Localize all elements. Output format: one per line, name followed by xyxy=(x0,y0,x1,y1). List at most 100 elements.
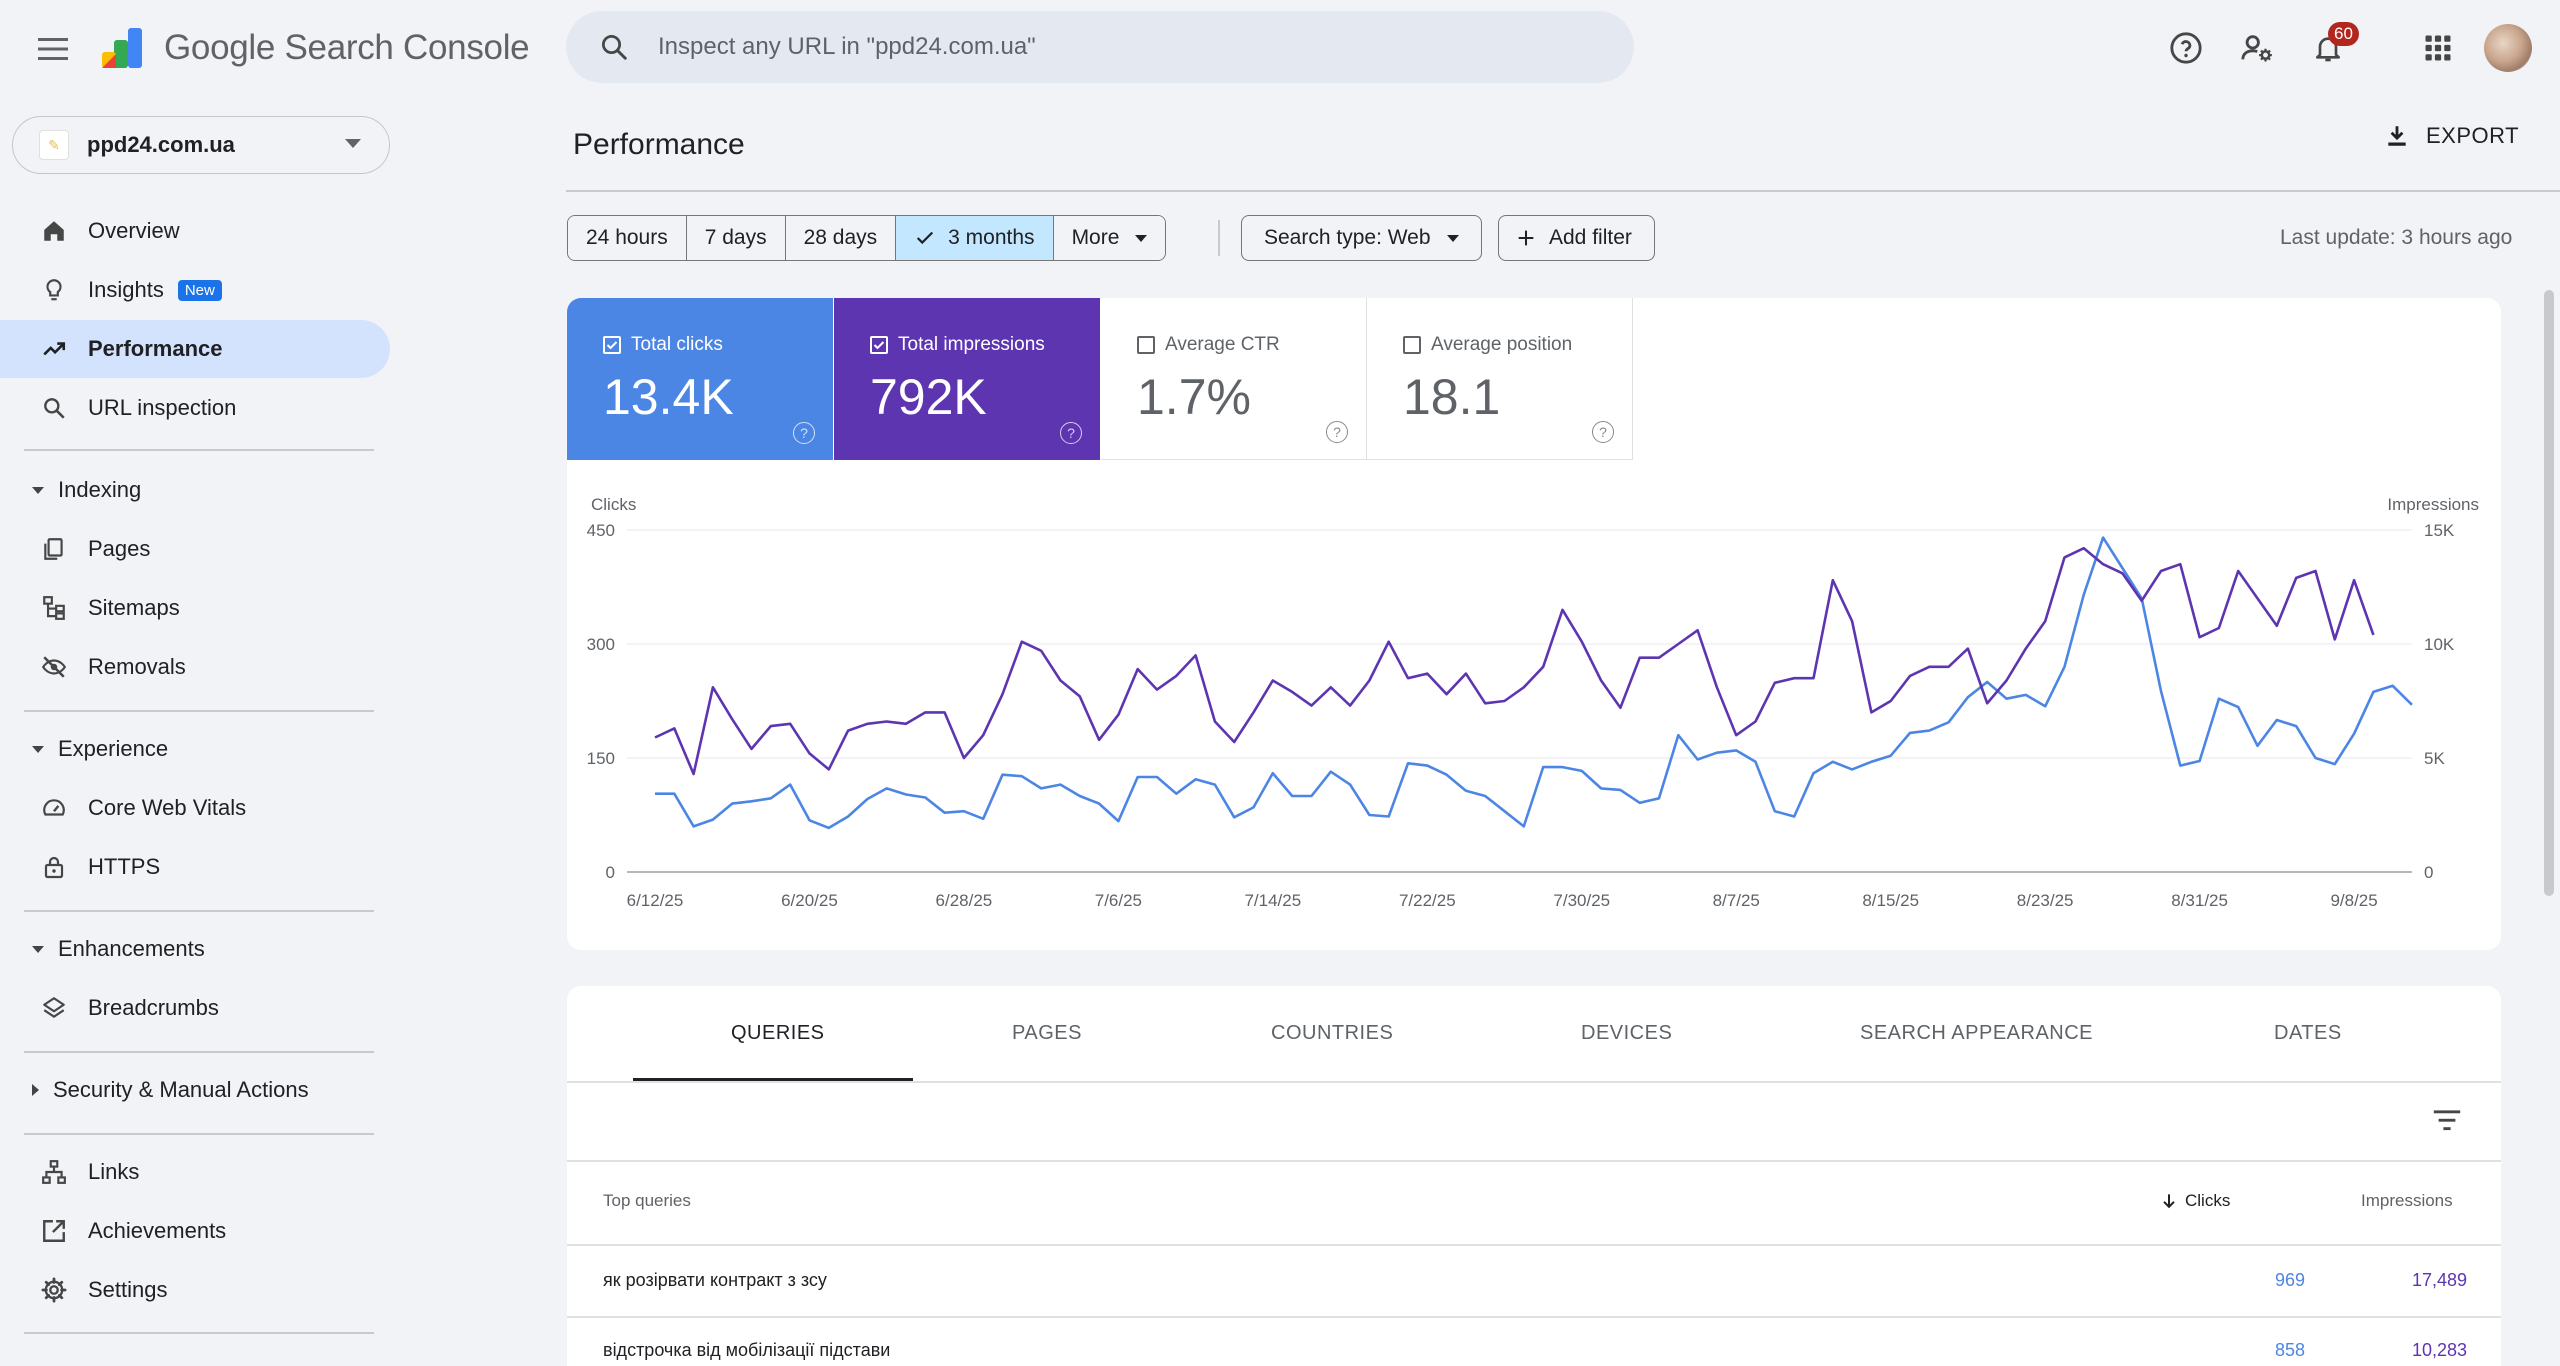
sidebar-section-enhancements[interactable]: Enhancements xyxy=(0,923,390,975)
main-menu-button[interactable] xyxy=(30,26,76,72)
search-console-logo[interactable]: Google Search Console xyxy=(98,24,530,72)
checkbox-unchecked-icon xyxy=(1137,336,1155,354)
avatar[interactable] xyxy=(2484,24,2532,72)
sidebar-item-achievements[interactable]: Achievements xyxy=(0,1202,390,1260)
x-tick-label: 7/14/25 xyxy=(1244,891,1301,910)
caret-down-icon xyxy=(1135,234,1148,242)
sidebar-item-links[interactable]: Links xyxy=(0,1143,390,1201)
page-scrollbar[interactable] xyxy=(2544,290,2554,896)
help-icon[interactable]: ? xyxy=(1592,421,1614,443)
section-label: Security & Manual Actions xyxy=(53,1077,309,1102)
tab-dates[interactable]: DATES xyxy=(2274,1022,2342,1044)
plus-icon xyxy=(1518,230,1534,246)
sidebar-item-https[interactable]: HTTPS xyxy=(0,838,390,896)
query-cell[interactable]: як розірвати контракт з зсу xyxy=(603,1270,827,1290)
left-tick-label: 300 xyxy=(587,635,615,654)
tab-devices[interactable]: DEVICES xyxy=(1581,1022,1673,1044)
left-tick-label: 450 xyxy=(587,521,615,540)
sidebar-item-core-web-vitals[interactable]: Core Web Vitals xyxy=(0,779,390,837)
x-tick-label: 8/31/25 xyxy=(2171,891,2228,910)
sidebar-section-experience[interactable]: Experience xyxy=(0,723,390,775)
metric-value: 1.7% xyxy=(1137,369,1251,425)
sidebar-item-sitemaps[interactable]: Sitemaps xyxy=(0,579,390,637)
sidebar-divider xyxy=(24,1133,374,1135)
help-icon[interactable]: ? xyxy=(793,422,815,444)
help-icon[interactable]: ? xyxy=(1060,422,1082,444)
metric-label: Average position xyxy=(1431,334,1573,355)
filter-rows-button[interactable] xyxy=(2429,1102,2465,1138)
help-icon[interactable]: ? xyxy=(1326,421,1348,443)
links-icon xyxy=(38,1156,70,1188)
x-tick-label: 7/6/25 xyxy=(1095,891,1142,910)
lock-icon xyxy=(38,851,70,883)
help-button[interactable] xyxy=(2162,24,2210,72)
arrow-down-icon xyxy=(2163,1194,2175,1209)
url-inspect-input[interactable] xyxy=(656,32,1560,62)
column-header-clicks[interactable]: Clicks xyxy=(2159,1191,2230,1211)
sidebar-item-label: Removals xyxy=(88,654,186,679)
metric-total-impressions[interactable]: Total impressions 792K ? xyxy=(834,298,1100,460)
visibility-off-icon xyxy=(38,651,70,683)
search-type-filter[interactable]: Search type: Web xyxy=(1241,215,1482,261)
checkbox-checked-icon xyxy=(603,336,621,354)
right-tick-label: 0 xyxy=(2424,863,2433,882)
metric-total-clicks[interactable]: Total clicks 13.4K ? xyxy=(567,298,833,460)
tab-countries[interactable]: COUNTRIES xyxy=(1271,1022,1394,1044)
add-filter-button[interactable]: Add filter xyxy=(1498,215,1655,261)
query-cell[interactable]: відстрочка від мобілізації підстави xyxy=(603,1340,891,1360)
x-tick-label: 6/12/25 xyxy=(627,891,684,910)
sidebar-item-label: HTTPS xyxy=(88,854,161,879)
metric-average-ctr[interactable]: Average CTR 1.7% ? xyxy=(1101,298,1367,460)
layers-icon xyxy=(38,992,70,1024)
section-label: Experience xyxy=(58,736,169,761)
date-range-group: 24 hours 7 days 28 days 3 months More xyxy=(567,215,1167,261)
trending-up-icon xyxy=(38,333,70,365)
export-button[interactable]: EXPORT xyxy=(2384,122,2519,150)
date-range-more[interactable]: More xyxy=(1053,216,1166,260)
sidebar-divider xyxy=(24,449,374,451)
date-range-7-days[interactable]: 7 days xyxy=(686,216,786,260)
caret-down-icon xyxy=(32,486,44,494)
x-tick-label: 8/7/25 xyxy=(1713,891,1760,910)
download-icon xyxy=(2388,126,2406,146)
logo-product: Search Console xyxy=(284,28,530,67)
logo-google: Google xyxy=(164,28,276,67)
right-axis-label: Impressions xyxy=(2387,495,2479,514)
sidebar-section-security[interactable]: Security & Manual Actions xyxy=(0,1064,390,1116)
tab-search-appearance[interactable]: SEARCH APPEARANCE xyxy=(1860,1022,2094,1044)
column-header-impressions[interactable]: Impressions xyxy=(2361,1191,2453,1210)
impressions-cell: 10,283 xyxy=(2411,1340,2467,1360)
sidebar-item-removals[interactable]: Removals xyxy=(0,638,390,696)
check-icon xyxy=(917,231,934,245)
url-inspect-search[interactable] xyxy=(566,11,1634,83)
sidebar-item-label: Settings xyxy=(88,1277,168,1302)
sidebar-item-settings[interactable]: Settings xyxy=(0,1261,390,1319)
tab-queries[interactable]: QUERIES xyxy=(731,1022,825,1044)
sidebar-item-performance[interactable]: Performance xyxy=(0,320,390,378)
account-settings-button[interactable] xyxy=(2233,24,2281,72)
search-icon xyxy=(38,392,70,424)
open-in-new-icon xyxy=(38,1215,70,1247)
filter-separator xyxy=(1218,220,1220,256)
sidebar-item-overview[interactable]: Overview xyxy=(0,202,390,260)
apps-grid-icon xyxy=(2425,35,2451,61)
sidebar-item-pages[interactable]: Pages xyxy=(0,520,390,578)
notifications-button[interactable]: 60 xyxy=(2304,22,2359,72)
sidebar-item-label: Performance xyxy=(88,336,223,361)
metric-average-position[interactable]: Average position 18.1 ? xyxy=(1367,298,1633,460)
gear-icon xyxy=(38,1274,70,1306)
date-range-3-months[interactable]: 3 months xyxy=(896,216,1054,260)
sidebar-item-insights[interactable]: Insights New xyxy=(0,261,390,319)
sidebar-item-breadcrumbs[interactable]: Breadcrumbs xyxy=(0,979,390,1037)
tab-pages[interactable]: PAGES xyxy=(1012,1022,1082,1044)
clicks-cell: 858 xyxy=(2274,1340,2305,1360)
apps-button[interactable] xyxy=(2414,24,2462,72)
last-update-text: Last update: 3 hours ago xyxy=(2280,226,2513,249)
date-range-24-hours[interactable]: 24 hours xyxy=(568,216,687,260)
sidebar-section-indexing[interactable]: Indexing xyxy=(0,464,390,516)
sidebar-item-url-inspection[interactable]: URL inspection xyxy=(0,379,390,437)
date-range-28-days[interactable]: 28 days xyxy=(785,216,897,260)
property-name: ppd24.com.ua xyxy=(87,132,235,157)
speed-icon xyxy=(38,792,70,824)
property-selector[interactable]: ✎ ppd24.com.ua xyxy=(12,116,390,174)
